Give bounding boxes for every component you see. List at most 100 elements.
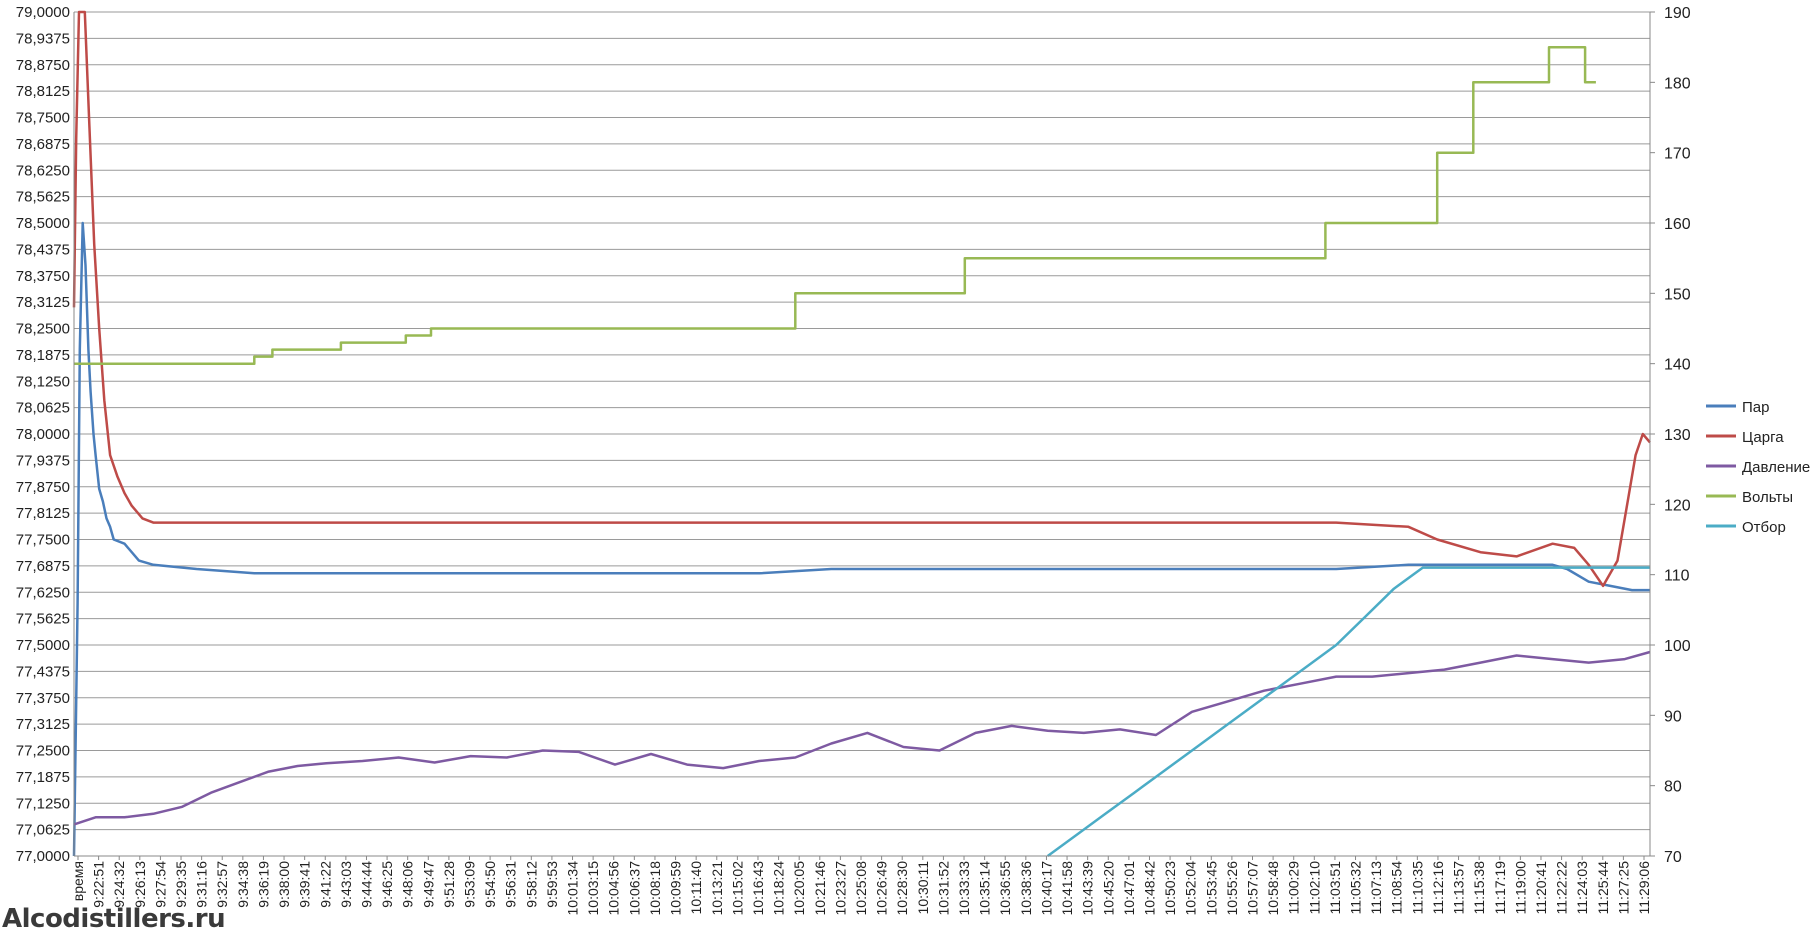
y-right-tick-label: 140 [1664,357,1691,374]
y-left-tick-label: 78,3125 [16,294,70,311]
x-tick-label: 10:47:01 [1121,861,1137,916]
x-tick-label: 11:03:51 [1327,861,1343,915]
x-tick-label: 10:04:56 [606,861,622,916]
y-left-tick-label: 78,0625 [16,400,70,417]
x-tick-label: 9:34:38 [235,861,251,908]
x-tick-label: 10:30:11 [915,861,931,915]
x-tick-label: 10:18:24 [771,861,787,916]
x-tick-label: 11:00:29 [1286,861,1302,915]
x-tick-label: 10:52:04 [1183,861,1199,916]
x-tick-label: 9:46:25 [379,861,395,908]
y-right-tick-label: 80 [1664,779,1682,796]
y-left-tick-label: 78,4375 [16,241,70,258]
gridlines [74,11,1650,857]
x-tick-label: 10:15:02 [729,861,745,916]
x-tick-label: 10:50:23 [1162,861,1178,916]
x-tick-label: 10:36:55 [997,861,1013,916]
x-tick-label: 9:39:41 [297,861,313,908]
x-tick-label: 10:21:46 [812,861,828,916]
y-right-tick-label: 120 [1664,497,1691,514]
y-left-tick-label: 78,7500 [16,110,70,127]
x-tick-label: 10:41:58 [1059,861,1075,916]
series-line-Царга [72,10,1651,588]
x-tick-label: 10:48:42 [1141,861,1157,916]
x-tick-label: 10:08:18 [647,861,663,916]
x-tick-label: 9:22:51 [91,861,107,908]
x-tick-label: 9:43:03 [338,861,354,908]
legend-label: Вольты [1742,489,1793,506]
x-tick-label: 11:05:32 [1348,861,1364,915]
x-tick-label: 9:44:44 [358,861,374,908]
x-tick-label: 9:27:54 [152,861,168,908]
y-left-tick-label: 77,3750 [16,690,70,707]
legend: Пар Царга Давление Вольты Отбор [1706,399,1810,536]
legend-label: Отбор [1742,519,1786,536]
y-left-tick-label: 77,8750 [16,479,70,496]
x-tick-label: 10:57:07 [1245,861,1261,916]
y-left-tick-label: 78,5000 [16,215,70,232]
y-left-tick-label: 78,2500 [16,321,70,338]
y-left-tick-label: 78,3750 [16,268,70,285]
y-left-tick-label: 78,0000 [16,426,70,443]
x-tick-label: 11:10:35 [1409,861,1425,915]
x-tick-label: 10:16:43 [750,861,766,916]
x-tick-label: 9:38:00 [276,861,292,908]
x-tick-label: 11:15:38 [1471,861,1487,915]
x-tick-label: 11:12:16 [1430,861,1446,915]
x-tick-label: 11:25:44 [1595,861,1611,915]
y-right-tick-label: 150 [1664,286,1691,303]
x-tick-label: 11:13:57 [1451,861,1467,915]
y-left-tick-label: 78,8125 [16,83,70,100]
x-tick-label: 10:09:59 [668,861,684,916]
y-left-tick-label: 77,0000 [16,848,70,865]
x-tick-label: 10:35:14 [977,861,993,916]
x-tick-label: 10:45:20 [1100,861,1116,916]
x-tick-label: 9:31:16 [194,861,210,908]
axes: 77,0000 77,0625 77,1250 77,1875 77,2500 77,31… [16,4,1691,916]
y-right-tick-label: 190 [1664,5,1691,22]
y-left-tick-label: 78,8750 [16,57,70,74]
x-tick-label: 9:48:06 [400,861,416,908]
x-tick-label: 10:25:08 [853,861,869,916]
y-left-tick-label: 77,5000 [16,637,70,654]
series-line-Вольты [74,45,1596,365]
y-right-tick-label: 100 [1664,638,1691,655]
x-tick-label: 9:56:31 [503,861,519,908]
y-left-tick-label: 77,3125 [16,716,70,733]
y-left-tick-label: 77,2500 [16,743,70,760]
x-tick-label: 10:11:40 [688,861,704,915]
x-tick-label: 10:38:36 [1018,861,1034,916]
x-tick-label: 9:36:19 [255,861,271,908]
x-tick-label: 10:28:30 [894,861,910,916]
x-tick-label: 9:24:32 [111,861,127,908]
series-line-Давление [73,650,1651,826]
y-right-tick-label: 70 [1664,849,1682,866]
x-tick-label: 9:32:57 [214,861,230,908]
y-left-tick-label: 77,7500 [16,532,70,549]
x-tick-label: 10:06:37 [626,861,642,916]
x-tick-label: 10:20:05 [791,861,807,916]
y-right-tick-label: 160 [1664,216,1691,233]
x-tick-label: 9:29:35 [173,861,189,908]
y-left-tick-label: 77,0625 [16,822,70,839]
y-left-tick-label: 77,1875 [16,769,70,786]
x-tick-label: 11:27:25 [1615,861,1631,915]
x-tick-label: 11:24:03 [1574,861,1590,915]
y-left-tick-label: 77,4375 [16,663,70,680]
y-right-tick-label: 180 [1664,75,1691,92]
series-line-Отбор [1046,566,1650,858]
series-lines [72,10,1651,858]
y-left-tick-label: 78,6875 [16,136,70,153]
x-tick-label: 11:22:22 [1554,861,1570,915]
x-tick-label: 10:33:33 [956,861,972,916]
x-tick-label: 11:07:13 [1368,861,1384,915]
x-tick-label: 9:58:12 [523,861,539,908]
x-tick-label: 9:54:50 [482,861,498,908]
x-tick-label: 10:43:39 [1080,861,1096,916]
x-tick-label: 11:02:10 [1306,861,1322,915]
y-left-tick-label: 79,0000 [16,4,70,21]
watermark-logo: Alcodistillers.ru [2,904,226,934]
x-tick-label: 11:20:41 [1533,861,1549,915]
